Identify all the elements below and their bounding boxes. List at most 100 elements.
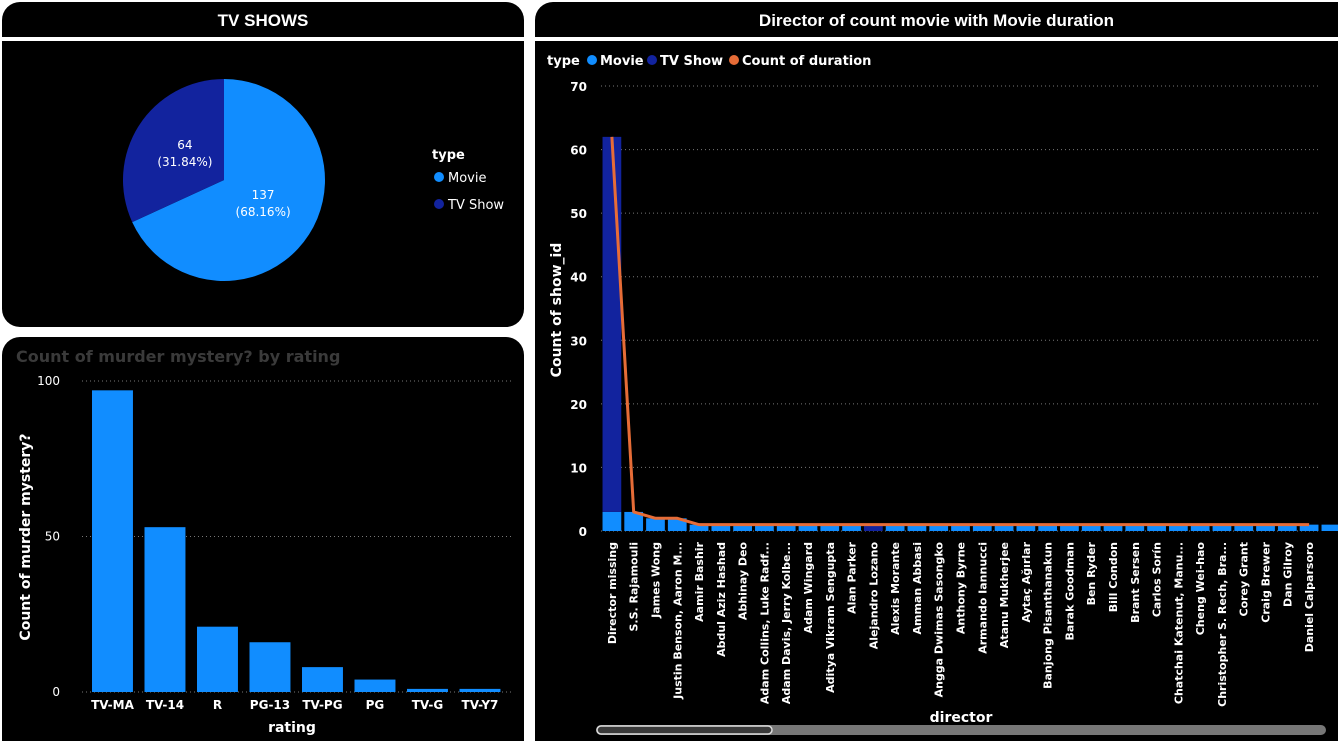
bar[interactable] — [92, 390, 133, 692]
legend-item-tv-show[interactable]: TV Show — [660, 54, 723, 69]
bar-movie[interactable] — [1234, 524, 1254, 531]
bar-movie[interactable] — [1321, 524, 1338, 531]
x-tick-label: Alexis Morante — [889, 542, 902, 635]
bar[interactable] — [249, 642, 291, 692]
x-tick-label: James Wong — [649, 542, 662, 619]
pie-percent-label: (68.16%) — [236, 205, 291, 219]
y-axis-title: Count of murder mystery? — [18, 433, 34, 640]
x-axis-title: director — [930, 710, 993, 726]
bar-tv-show[interactable] — [602, 136, 622, 512]
x-tick-label: Adam Collins, Luke Radf... — [758, 542, 771, 704]
legend-item-movie[interactable]: Movie — [600, 54, 644, 69]
x-tick-label: Chatchai Katenut, Manu... — [1172, 542, 1185, 704]
x-tick-label: Ben Ryder — [1085, 541, 1098, 605]
x-tick-label: Daniel Calparsoro — [1303, 542, 1316, 653]
bar-movie[interactable] — [689, 524, 709, 531]
bar-movie[interactable] — [1016, 524, 1036, 531]
bar[interactable] — [354, 679, 396, 692]
bar-movie[interactable] — [1277, 524, 1297, 531]
bar-movie[interactable] — [1103, 524, 1123, 531]
bar-movie[interactable] — [755, 524, 774, 531]
y-tick-label: 100 — [37, 374, 60, 388]
x-tick-label: Alejandro Lozano — [867, 542, 880, 650]
legend-item-movie[interactable]: Movie — [448, 171, 486, 186]
x-tick-label: TV-Y7 — [462, 698, 499, 712]
bar-movie[interactable] — [842, 524, 861, 531]
x-tick-label: Banjong Pisanthanakun — [1042, 542, 1055, 689]
combo-panel[interactable]: Director of count movie with Movie durat… — [535, 2, 1338, 741]
bar-movie[interactable] — [1169, 524, 1188, 531]
bar[interactable] — [302, 667, 343, 692]
combo-panel-title: Director of count movie with Movie durat… — [758, 11, 1115, 30]
x-tick-label: TV-14 — [146, 698, 184, 712]
bar-movie[interactable] — [1081, 524, 1101, 531]
bar-movie[interactable] — [667, 518, 687, 531]
x-tick-label: Amman Abbasi — [911, 542, 924, 635]
bar-chart-title: Count of murder mystery? by rating — [16, 347, 340, 366]
bar-movie[interactable] — [1212, 524, 1232, 531]
y-tick-label: 10 — [570, 461, 587, 475]
x-tick-label: Brant Sersen — [1129, 542, 1142, 623]
bar-movie[interactable] — [602, 511, 622, 531]
bar-movie[interactable] — [885, 524, 905, 531]
legend-item-count-of-duration[interactable]: Count of duration — [742, 54, 871, 69]
line-count-of-duration[interactable] — [610, 136, 1310, 527]
x-tick-label: Cheng Wei-hao — [1194, 542, 1207, 636]
bar-movie[interactable] — [929, 524, 949, 531]
horizontal-scrollbar-track[interactable] — [596, 725, 1326, 735]
bar-movie[interactable] — [646, 518, 665, 531]
bar-movie[interactable] — [1038, 524, 1058, 531]
bar[interactable] — [197, 626, 238, 692]
legend-title: type — [547, 54, 580, 69]
bar-movie[interactable] — [1299, 524, 1319, 531]
bar-panel[interactable]: Count of murder mystery? by rating 0 50 100… — [2, 337, 524, 741]
x-tick-label: Bill Condon — [1107, 542, 1120, 612]
bar-movie[interactable] — [624, 511, 644, 531]
pie-panel[interactable]: TV SHOWS 137 (68.16%) 64 (31.84%) type Movie T… — [2, 2, 524, 327]
bar[interactable] — [459, 688, 501, 692]
bar-movie[interactable] — [907, 524, 927, 531]
bar[interactable] — [407, 688, 448, 692]
bar-movie[interactable] — [820, 524, 840, 531]
bar[interactable] — [144, 527, 186, 692]
pie-slice-movie[interactable] — [132, 79, 325, 282]
y-tick-label: 0 — [579, 525, 587, 539]
bar-movie[interactable] — [1060, 524, 1079, 531]
x-tick-label: Aamir Bashir — [693, 541, 706, 621]
legend-marker — [647, 55, 657, 65]
legend-marker — [434, 199, 444, 209]
legend-marker — [434, 172, 444, 182]
x-tick-label: Director missing — [606, 542, 619, 644]
x-tick-label: Adam Davis, Jerry Kolbe... — [780, 542, 793, 704]
bar-movie[interactable] — [1147, 524, 1166, 531]
pie-chart[interactable]: 137 (68.16%) 64 (31.84%) type Movie TV Show — [2, 2, 524, 327]
bar-movie[interactable] — [1125, 524, 1145, 531]
x-tick-label: Atanu Mukherjee — [998, 542, 1011, 648]
horizontal-scrollbar-thumb[interactable] — [596, 725, 773, 735]
bar-movie[interactable] — [776, 524, 796, 531]
rating-bar-chart[interactable]: Count of murder mystery? by rating 0 50 100… — [2, 337, 524, 741]
y-tick-label: 50 — [570, 207, 587, 221]
bar-tv-show[interactable] — [863, 524, 883, 531]
x-tick-label: Craig Brewer — [1260, 541, 1273, 622]
bar-movie[interactable] — [733, 524, 752, 531]
x-tick-label: Carlos Sorín — [1151, 542, 1164, 617]
y-tick-label: 0 — [52, 685, 60, 699]
y-tick-label: 30 — [570, 334, 587, 348]
x-tick-label: Adam Wingard — [802, 542, 815, 633]
bar-movie[interactable] — [798, 524, 818, 531]
bar-movie[interactable] — [1190, 524, 1210, 531]
bar-movie[interactable] — [951, 524, 970, 531]
legend-marker — [587, 55, 597, 65]
title-underline — [2, 37, 524, 41]
legend-item-tv-show[interactable]: TV Show — [447, 198, 504, 213]
pie-panel-title: TV SHOWS — [217, 11, 309, 30]
title-underline — [535, 37, 1338, 41]
bar-movie[interactable] — [711, 524, 731, 531]
director-combo-chart[interactable]: type Movie TV Show Count of duration 0 10 20 30… — [535, 2, 1338, 741]
bar-movie[interactable] — [994, 524, 1014, 531]
bar-movie[interactable] — [1256, 524, 1275, 531]
bar-movie[interactable] — [972, 524, 992, 531]
legend-marker — [729, 55, 739, 65]
pie-slice-tv-show[interactable] — [123, 79, 224, 223]
